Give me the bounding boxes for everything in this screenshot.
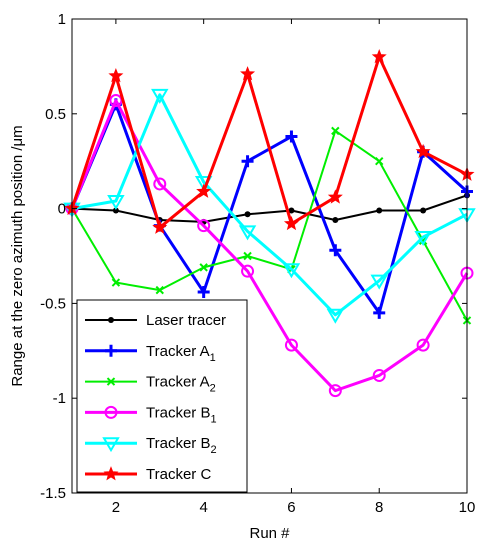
circle-marker [153, 177, 167, 191]
legend-label: Tracker C [146, 466, 211, 483]
plus-marker [329, 244, 342, 257]
series-line [70, 55, 468, 230]
series-tracker-b2 [63, 88, 476, 324]
legend-entry: Tracker B2 [85, 435, 217, 456]
plus-marker [285, 130, 298, 143]
star-marker [196, 183, 212, 198]
triangle-marker [414, 231, 432, 247]
legend-label: Tracker A1 [146, 343, 216, 364]
x-marker [199, 263, 208, 272]
dot-marker [108, 317, 114, 323]
star-marker [103, 466, 119, 481]
x-tick-label: 2 [112, 499, 120, 516]
triangle-marker [107, 195, 125, 211]
circle-marker [197, 219, 211, 233]
dot-marker [332, 216, 339, 223]
y-axis-label: Range at the zero azimuth position /μm [9, 125, 26, 386]
x-axis-label: Run # [249, 525, 290, 542]
x-marker [155, 285, 164, 295]
x-tick-label: 4 [199, 499, 207, 516]
series-tracker-c [64, 49, 475, 234]
star-marker [240, 66, 256, 81]
x-marker [243, 251, 252, 261]
legend-entry: Tracker C [85, 466, 211, 483]
plus-marker [373, 306, 386, 319]
dot-marker [244, 211, 251, 218]
circle-marker [416, 338, 430, 352]
x-marker [375, 156, 384, 166]
circle-marker [328, 384, 342, 398]
triangle-marker [282, 263, 301, 279]
legend-label-main: Laser tracer [146, 312, 226, 329]
legend-entry: Laser tracer [85, 312, 226, 329]
series-line [71, 129, 468, 321]
dot-marker [288, 207, 295, 214]
series-layer [63, 49, 476, 398]
legend-label-main: Tracker B [146, 435, 210, 452]
x-marker [111, 278, 121, 287]
series-line [71, 194, 468, 223]
dot-marker [376, 207, 383, 214]
circle-marker [284, 338, 298, 352]
x-marker [331, 126, 340, 136]
triangle-marker [102, 437, 120, 453]
triangle-marker [151, 88, 169, 104]
legend-label: Tracker A2 [146, 374, 216, 395]
legend-label-subscript: 1 [210, 352, 216, 364]
legend-label: Tracker B2 [146, 435, 217, 456]
circle-marker [109, 94, 123, 108]
legend-label-subscript: 2 [210, 444, 216, 456]
series-line [70, 99, 469, 393]
legend-label-main: Tracker C [146, 466, 211, 483]
y-tick-label: 1 [58, 11, 66, 28]
legend-label-main: Tracker B [146, 404, 210, 421]
y-tick-label: 0.5 [45, 106, 66, 123]
star-marker [108, 68, 124, 83]
circle-marker [104, 405, 118, 419]
y-tick-label: -0.5 [40, 295, 66, 312]
star-marker [371, 49, 387, 64]
legend-label-main: Tracker A [146, 374, 210, 391]
legend-entry: Tracker A2 [85, 374, 216, 395]
triangle-marker [238, 225, 257, 241]
plus-marker [241, 155, 254, 168]
plot-area-frame [71, 18, 468, 494]
axes: 2 4 6 8 10 -1.5 -1 -0.5 0 0.5 1 [40, 11, 475, 516]
star-marker [327, 189, 343, 204]
plus-marker [197, 286, 210, 299]
legend-label-main: Tracker A [146, 343, 210, 360]
y-tick-label: -1 [53, 390, 66, 407]
star-marker [415, 143, 431, 159]
y-tick-label: 0 [58, 201, 66, 218]
triangle-marker [370, 274, 388, 290]
series-line [70, 102, 469, 315]
circle-marker [241, 264, 255, 278]
circle-marker [372, 368, 386, 382]
legend-entry: Tracker B1 [85, 404, 217, 425]
legend-label-subscript: 2 [210, 383, 216, 395]
legend-box [76, 299, 248, 493]
legend-label: Tracker B1 [146, 404, 217, 425]
series-tracker-a2 [67, 126, 472, 325]
dot-marker [112, 207, 119, 214]
y-tick-label: -1.5 [40, 485, 66, 502]
triangle-marker [326, 308, 345, 324]
legend-entry: Tracker A1 [85, 343, 216, 364]
x-tick-label: 6 [287, 499, 295, 516]
x-tick-label: 8 [375, 499, 383, 516]
dot-marker [420, 207, 427, 214]
x-tick-label: 10 [459, 499, 476, 516]
legend-label: Laser tracer [146, 312, 226, 329]
series-tracker-a1 [66, 98, 473, 319]
star-marker [152, 219, 168, 234]
x-marker [106, 377, 116, 386]
legend-label-subscript: 1 [210, 413, 216, 425]
plus-marker [105, 344, 117, 357]
star-marker [283, 215, 299, 231]
